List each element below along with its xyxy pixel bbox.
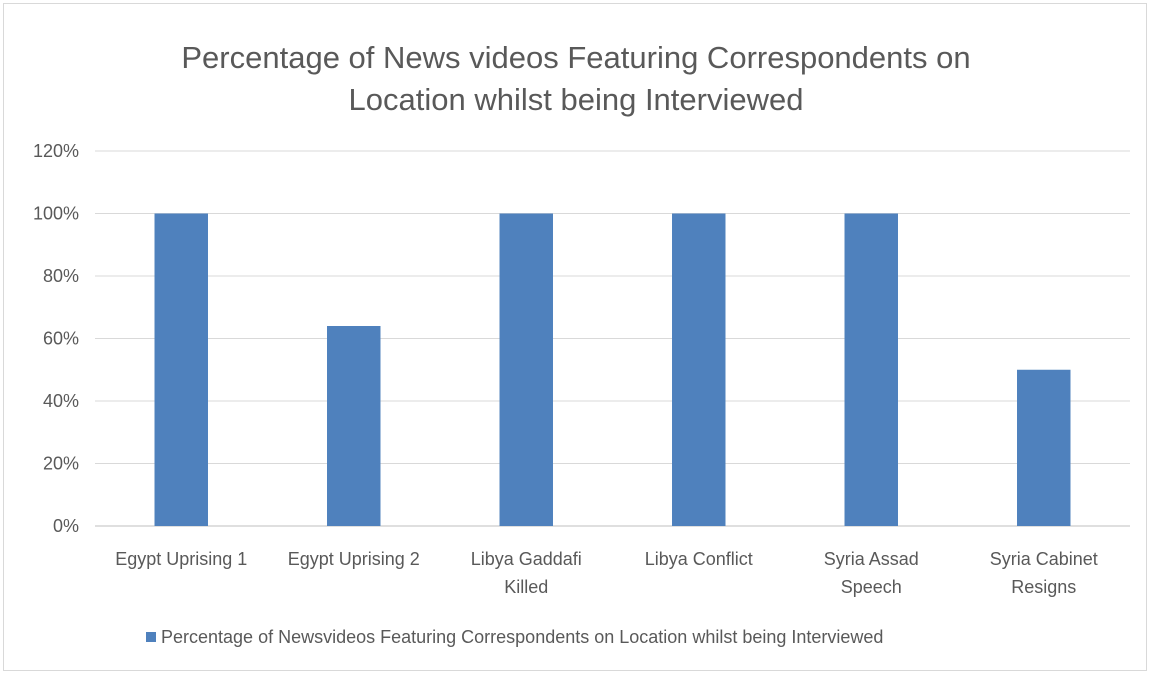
x-tick-label: Egypt Uprising 2 [288,549,420,569]
gridlines [95,150,1130,527]
y-tick-label: 20% [43,454,79,474]
x-tick-label-line: Syria Assad [824,549,919,569]
x-tick-label: Syria Assad Speech [824,549,919,597]
bar [1017,369,1071,526]
chart-title-line-2: Location whilst being Interviewed [349,82,804,117]
y-axis-tick-labels: 0% 20% 40% 60% 80% 100% 120% [33,141,79,536]
y-tick-label: 100% [33,204,79,224]
bar-series [154,213,1071,526]
bar [154,213,208,526]
x-tick-label-line: Resigns [1011,577,1076,597]
legend-label: Percentage of Newsvideos Featuring Corre… [161,627,883,647]
x-tick-label-line: Egypt Uprising 1 [115,549,247,569]
legend: Percentage of Newsvideos Featuring Corre… [146,627,883,647]
x-tick-label: Libya Gaddafi Killed [471,549,582,597]
x-tick-label-line: Egypt Uprising 2 [288,549,420,569]
x-tick-label-line: Syria Cabinet [990,549,1098,569]
legend-swatch [146,632,156,642]
y-tick-label: 0% [53,516,79,536]
chart-title-line-1: Percentage of News videos Featuring Corr… [181,40,970,75]
chart-title: Percentage of News videos Featuring Corr… [181,40,970,117]
x-tick-label: Syria Cabinet Resigns [990,549,1098,597]
y-tick-label: 60% [43,329,79,349]
x-tick-label-line: Killed [504,577,548,597]
x-tick-label: Egypt Uprising 1 [115,549,247,569]
x-tick-label: Libya Conflict [645,549,753,569]
x-tick-label-line: Libya Gaddafi [471,549,582,569]
bar [327,326,381,526]
y-tick-label: 120% [33,141,79,161]
x-axis-tick-labels: Egypt Uprising 1 Egypt Uprising 2 Libya Ga… [115,549,1098,597]
x-tick-label-line: Libya Conflict [645,549,753,569]
bar [844,213,898,526]
bar [499,213,553,526]
y-tick-label: 80% [43,266,79,286]
bar [672,213,726,526]
x-tick-label-line: Speech [841,577,902,597]
y-tick-label: 40% [43,391,79,411]
